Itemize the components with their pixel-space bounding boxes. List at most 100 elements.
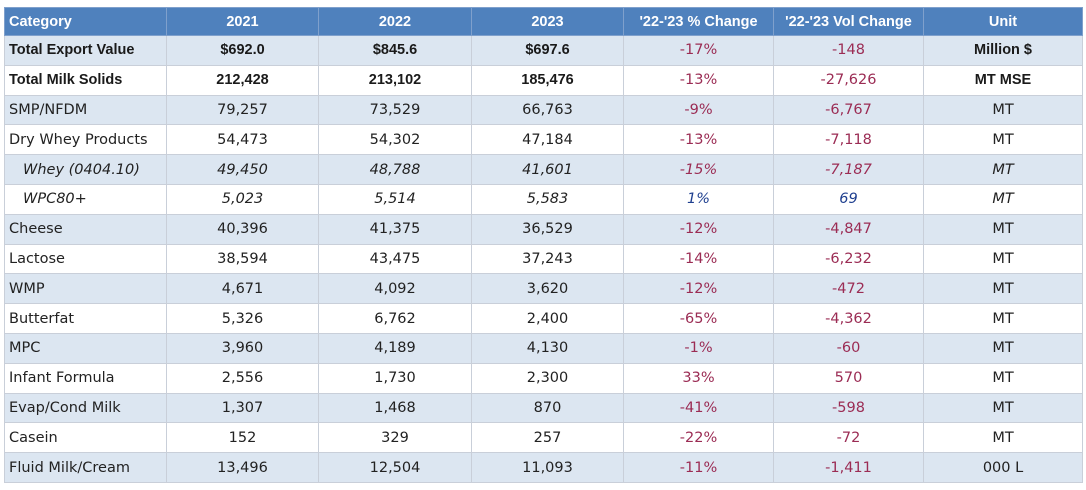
cell-vol-change: -6,767 — [773, 94, 924, 126]
cell-vol-change: -1,411 — [773, 452, 924, 483]
cell-category: Total Export Value — [4, 35, 167, 66]
cell-vol-change: -472 — [773, 273, 924, 305]
table-row: Total Milk Solids 212,428 213,102 185,476 -1… — [4, 64, 1083, 96]
cell-unit: MT — [923, 94, 1083, 126]
cell-vol-change: -72 — [773, 422, 924, 454]
cell-vol-change: 570 — [773, 362, 924, 394]
cell-vol-change: -6,232 — [773, 243, 924, 275]
cell-pct-change: -1% — [623, 332, 774, 364]
cell-category: Fluid Milk/Cream — [4, 452, 167, 483]
cell-category: Casein — [4, 422, 167, 454]
cell-vol-change: -148 — [773, 35, 924, 66]
cell-2022: 1,730 — [318, 362, 472, 394]
table-row: SMP/NFDM 79,257 73,529 66,763 -9% -6,767 MT — [4, 94, 1083, 126]
cell-unit: MT — [923, 362, 1083, 394]
cell-category: Total Milk Solids — [4, 64, 167, 96]
cell-category: Infant Formula — [4, 362, 167, 394]
cell-pct-change: -41% — [623, 392, 774, 424]
table-row: Infant Formula 2,556 1,730 2,300 33% 570 MT — [4, 362, 1083, 394]
table-row: Cheese 40,396 41,375 36,529 -12% -4,847 MT — [4, 213, 1083, 245]
cell-2021: 5,023 — [166, 183, 319, 215]
cell-2021: 38,594 — [166, 243, 319, 275]
cell-pct-change: -13% — [623, 124, 774, 156]
cell-2022: 48,788 — [318, 154, 472, 185]
cell-2022: 41,375 — [318, 213, 472, 245]
cell-2022: $845.6 — [318, 35, 472, 66]
cell-2023: 870 — [471, 392, 624, 424]
cell-category: WMP — [4, 273, 167, 305]
cell-2021: 13,496 — [166, 452, 319, 483]
cell-unit: MT — [923, 273, 1083, 305]
cell-category: Cheese — [4, 213, 167, 245]
table-row: Fluid Milk/Cream 13,496 12,504 11,093 -11% -1… — [4, 452, 1083, 483]
cell-unit: MT — [923, 183, 1083, 215]
header-pct-change: '22-'23 % Change — [623, 7, 774, 36]
cell-pct-change: -12% — [623, 213, 774, 245]
cell-2022: 4,189 — [318, 332, 472, 364]
table-row: WPC80+ 5,023 5,514 5,583 1% 69 MT — [4, 183, 1083, 215]
cell-vol-change: -7,187 — [773, 154, 924, 185]
cell-category: Whey (0404.10) — [4, 154, 167, 185]
header-row: Category 2021 2022 2023 '22-'23 % Change… — [4, 7, 1083, 36]
cell-unit: MT — [923, 422, 1083, 454]
cell-category: WPC80+ — [4, 183, 167, 215]
cell-unit: Million $ — [923, 35, 1083, 66]
cell-2023: 2,400 — [471, 303, 624, 334]
cell-category: Butterfat — [4, 303, 167, 334]
cell-2021: 152 — [166, 422, 319, 454]
table-row: Evap/Cond Milk 1,307 1,468 870 -41% -598 MT — [4, 392, 1083, 424]
cell-pct-change: -65% — [623, 303, 774, 334]
dairy-export-table: Category 2021 2022 2023 '22-'23 % Change… — [4, 7, 1083, 483]
export-table-container: Category 2021 2022 2023 '22-'23 % Change… — [4, 7, 1083, 483]
cell-2022: 1,468 — [318, 392, 472, 424]
cell-2021: 79,257 — [166, 94, 319, 126]
cell-2021: 4,671 — [166, 273, 319, 305]
cell-unit: MT — [923, 154, 1083, 185]
cell-2023: 47,184 — [471, 124, 624, 156]
table-header: Category 2021 2022 2023 '22-'23 % Change… — [4, 7, 1083, 36]
cell-unit: MT — [923, 243, 1083, 275]
cell-2022: 5,514 — [318, 183, 472, 215]
cell-2021: 5,326 — [166, 303, 319, 334]
cell-pct-change: -14% — [623, 243, 774, 275]
cell-2021: 49,450 — [166, 154, 319, 185]
cell-vol-change: -27,626 — [773, 64, 924, 96]
cell-category: Lactose — [4, 243, 167, 275]
cell-2023: 11,093 — [471, 452, 624, 483]
cell-2023: 37,243 — [471, 243, 624, 275]
cell-unit: MT — [923, 124, 1083, 156]
cell-pct-change: -22% — [623, 422, 774, 454]
cell-2022: 213,102 — [318, 64, 472, 96]
cell-2023: 257 — [471, 422, 624, 454]
cell-2021: 40,396 — [166, 213, 319, 245]
cell-pct-change: 1% — [623, 183, 774, 215]
cell-pct-change: -11% — [623, 452, 774, 483]
cell-pct-change: -12% — [623, 273, 774, 305]
cell-vol-change: -598 — [773, 392, 924, 424]
table-row: WMP 4,671 4,092 3,620 -12% -472 MT — [4, 273, 1083, 305]
header-unit: Unit — [923, 7, 1083, 36]
cell-2023: 3,620 — [471, 273, 624, 305]
table-row: Total Export Value $692.0 $845.6 $697.6 -17%… — [4, 35, 1083, 66]
cell-unit: MT — [923, 213, 1083, 245]
cell-2023: 185,476 — [471, 64, 624, 96]
cell-2021: 3,960 — [166, 332, 319, 364]
cell-category: Dry Whey Products — [4, 124, 167, 156]
cell-category: Evap/Cond Milk — [4, 392, 167, 424]
cell-2023: 4,130 — [471, 332, 624, 364]
cell-2023: 66,763 — [471, 94, 624, 126]
cell-pct-change: -15% — [623, 154, 774, 185]
table-row: Butterfat 5,326 6,762 2,400 -65% -4,362 MT — [4, 303, 1083, 334]
cell-pct-change: -9% — [623, 94, 774, 126]
cell-pct-change: -13% — [623, 64, 774, 96]
cell-unit: MT — [923, 303, 1083, 334]
cell-vol-change: -4,362 — [773, 303, 924, 334]
cell-2023: 41,601 — [471, 154, 624, 185]
cell-2021: 1,307 — [166, 392, 319, 424]
header-2022: 2022 — [318, 7, 472, 36]
cell-2021: 212,428 — [166, 64, 319, 96]
cell-2022: 6,762 — [318, 303, 472, 334]
cell-pct-change: -17% — [623, 35, 774, 66]
cell-category: SMP/NFDM — [4, 94, 167, 126]
header-2021: 2021 — [166, 7, 319, 36]
